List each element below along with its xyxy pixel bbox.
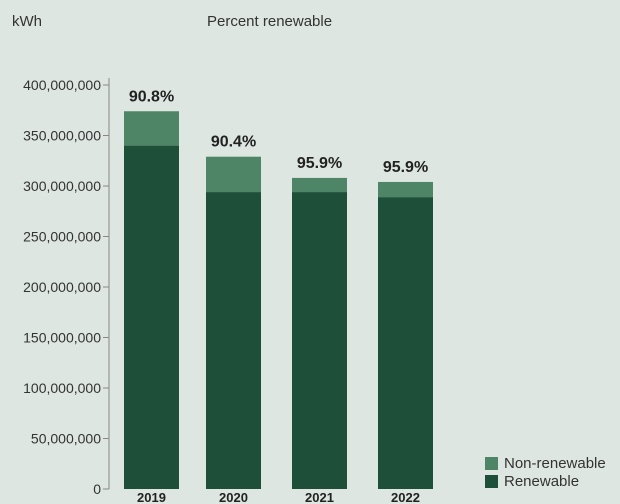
y-tick-label: 150,000,000 [23,330,101,346]
y-axis-ticks: 0 50,000,000 100,000,000 150,000,000 200,000… [23,77,109,497]
x-axis-labels: 2019 2020 2021 2022 [137,490,420,504]
legend-swatch-renewable [485,475,498,488]
bar-renewable-2020 [206,192,261,489]
bar-renewable-2019 [124,145,179,489]
bar-non-renewable-2021 [292,177,347,193]
y-tick-label: 300,000,000 [23,178,101,194]
y-tick-label: 400,000,000 [23,77,101,93]
y-tick-label: 250,000,000 [23,229,101,245]
percent-label: 90.8% [129,88,174,105]
y-tick-label: 50,000,000 [31,431,101,447]
bar-renewable-2021 [292,192,347,489]
x-tick-label: 2019 [137,490,166,504]
x-tick-label: 2022 [391,490,420,504]
x-tick-label: 2021 [305,490,334,504]
percent-label: 95.9% [297,155,342,172]
y-tick-label: 200,000,000 [23,279,101,295]
y-unit-label: kWh [12,13,42,30]
bar-non-renewable-2022 [378,181,433,198]
percent-labels: 90.8% 90.4% 95.9% 95.9% [129,88,428,176]
percent-label: 95.9% [383,159,428,176]
legend: Non-renewable Renewable [485,455,606,490]
legend-swatch-non-renewable [485,457,498,470]
percent-label: 90.4% [211,134,256,151]
legend-label-renewable: Renewable [504,473,579,490]
bars [124,111,433,490]
percent-header: Percent renewable [207,13,332,30]
y-tick-label: 350,000,000 [23,128,101,144]
bar-non-renewable-2019 [124,111,179,146]
legend-label-non-renewable: Non-renewable [504,455,606,472]
bar-non-renewable-2020 [206,156,261,193]
bar-renewable-2022 [378,197,433,490]
x-tick-label: 2020 [219,490,248,504]
y-tick-label: 100,000,000 [23,380,101,396]
y-tick-label: 0 [93,481,101,497]
